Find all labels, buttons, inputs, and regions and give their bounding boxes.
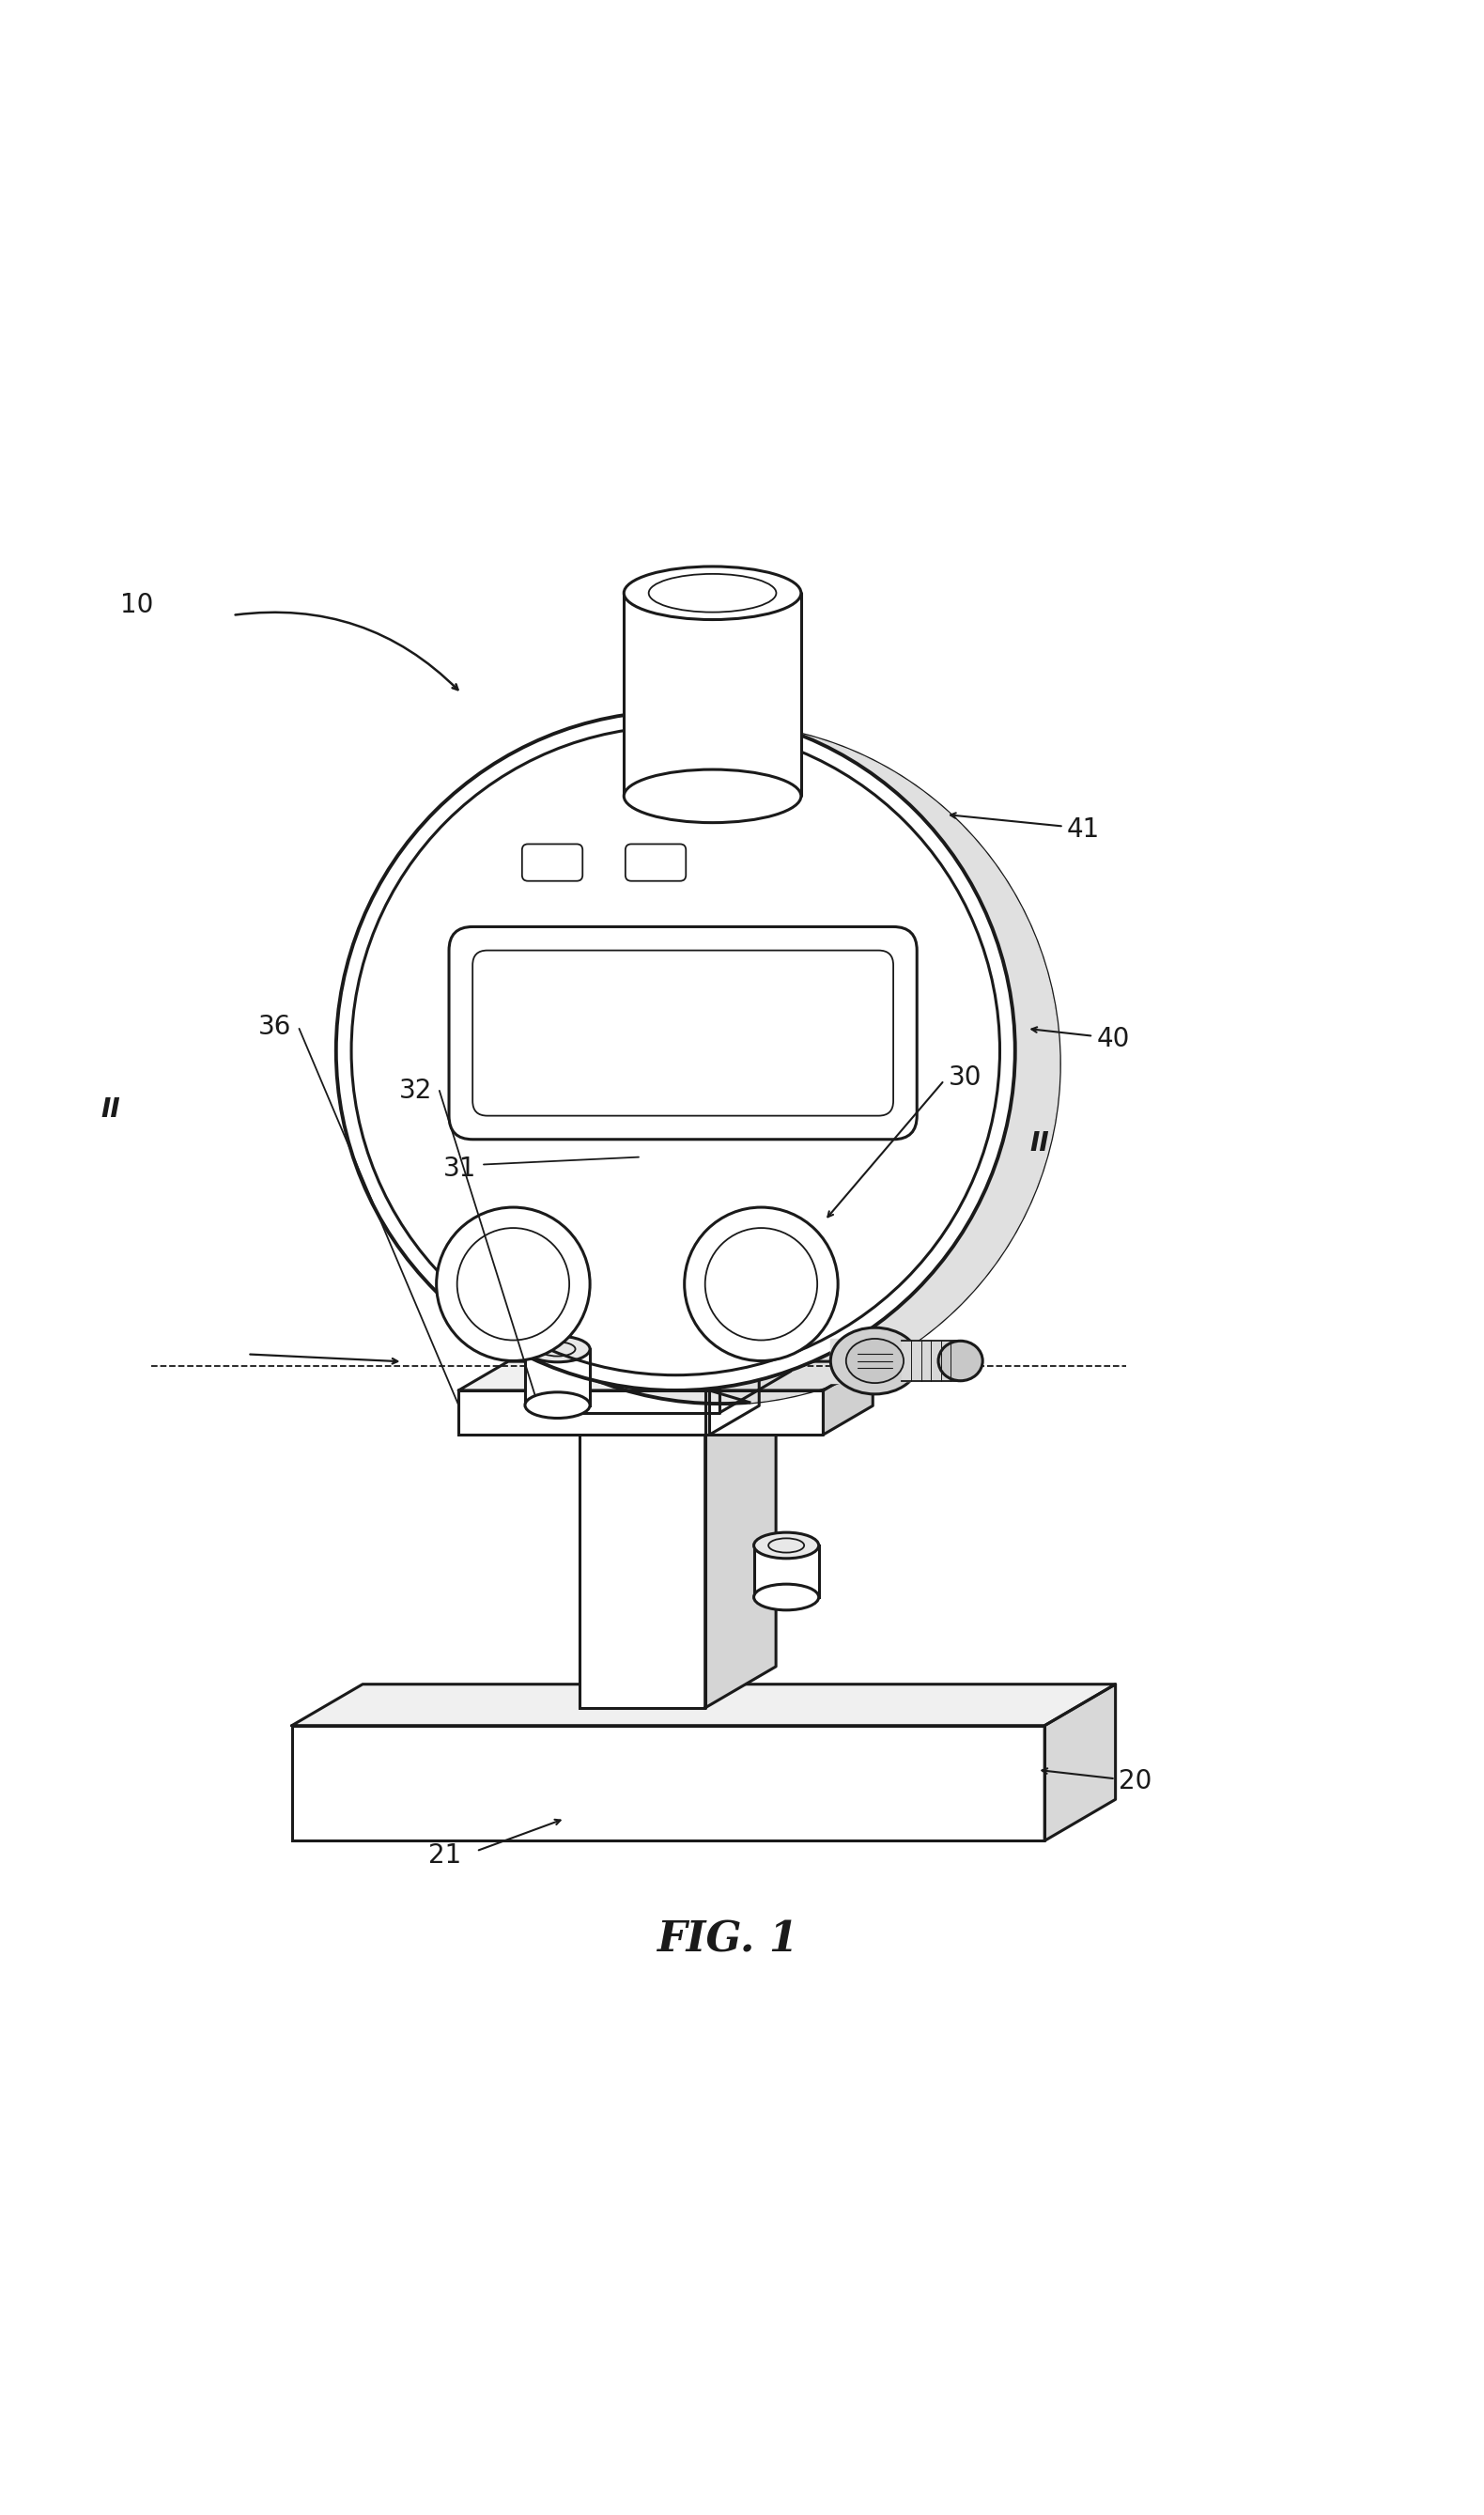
Polygon shape	[459, 1361, 760, 1391]
Ellipse shape	[831, 1328, 919, 1393]
Text: 21: 21	[429, 1843, 462, 1869]
Polygon shape	[705, 712, 1060, 1403]
Ellipse shape	[623, 770, 801, 822]
Text: II: II	[1030, 1132, 1049, 1157]
Ellipse shape	[938, 1340, 982, 1381]
Ellipse shape	[335, 712, 1015, 1391]
Polygon shape	[720, 1320, 791, 1413]
Text: 30: 30	[948, 1064, 982, 1092]
Polygon shape	[705, 1391, 824, 1434]
Polygon shape	[901, 1340, 960, 1381]
Ellipse shape	[754, 1532, 819, 1559]
Text: II: II	[101, 1097, 120, 1124]
Text: 36: 36	[258, 1014, 292, 1041]
Ellipse shape	[436, 1207, 591, 1361]
Ellipse shape	[525, 1393, 591, 1418]
Ellipse shape	[754, 1584, 819, 1610]
Ellipse shape	[846, 1338, 904, 1383]
Polygon shape	[824, 1361, 873, 1434]
Polygon shape	[754, 1544, 819, 1597]
Polygon shape	[292, 1685, 1116, 1725]
Polygon shape	[565, 1361, 720, 1413]
Ellipse shape	[380, 724, 1060, 1403]
Polygon shape	[1045, 1685, 1116, 1841]
Text: 41: 41	[1067, 817, 1100, 843]
Polygon shape	[459, 1391, 709, 1434]
Polygon shape	[565, 1320, 791, 1361]
Text: 31: 31	[444, 1157, 476, 1182]
FancyBboxPatch shape	[472, 951, 893, 1117]
Text: 40: 40	[1097, 1026, 1129, 1051]
Ellipse shape	[623, 566, 801, 619]
Polygon shape	[525, 1348, 591, 1406]
Polygon shape	[580, 1371, 776, 1413]
Ellipse shape	[684, 1207, 838, 1361]
Polygon shape	[709, 1361, 760, 1434]
Text: 32: 32	[399, 1076, 432, 1104]
Text: 20: 20	[1119, 1768, 1152, 1796]
Polygon shape	[580, 1413, 705, 1708]
Text: 10: 10	[120, 591, 153, 619]
FancyBboxPatch shape	[450, 926, 917, 1139]
Polygon shape	[292, 1725, 1045, 1841]
FancyBboxPatch shape	[522, 845, 583, 880]
Polygon shape	[831, 1338, 901, 1383]
FancyBboxPatch shape	[625, 845, 686, 880]
Text: FIG. 1: FIG. 1	[656, 1919, 798, 1959]
Ellipse shape	[525, 1335, 591, 1363]
Polygon shape	[705, 1361, 873, 1391]
Polygon shape	[705, 1371, 776, 1708]
Polygon shape	[623, 594, 801, 797]
